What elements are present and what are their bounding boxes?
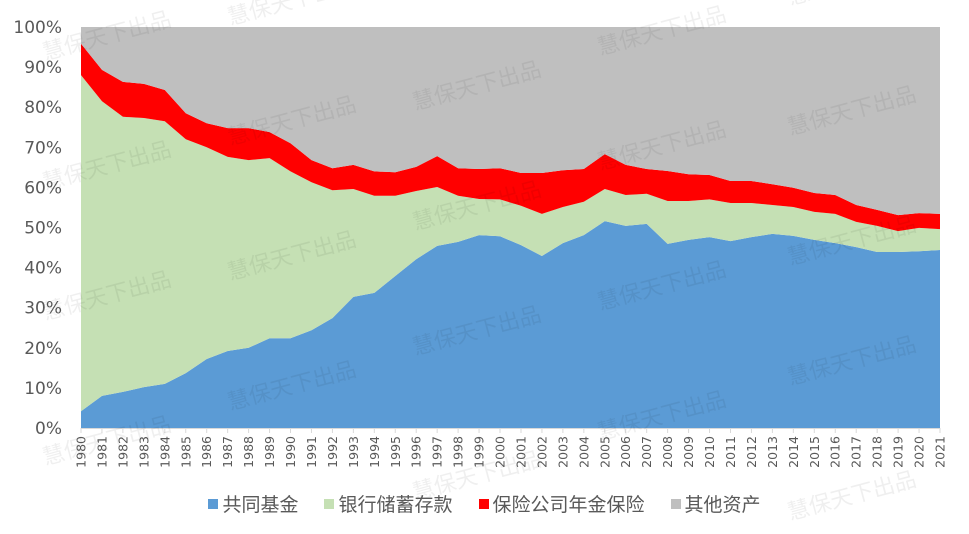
legend-swatch-icon [478, 498, 489, 509]
x-tick-label: 2020 [912, 436, 927, 468]
legend-swatch-icon [208, 498, 219, 509]
x-tick-label: 1997 [430, 436, 445, 468]
y-tick-label: 10% [24, 379, 62, 399]
x-tick-label: 2006 [618, 436, 633, 468]
legend-item-insurance-annuities: 保险公司年金保险 [478, 490, 645, 517]
x-tick-label: 1990 [283, 436, 298, 468]
legend-label: 银行储蓄存款 [338, 494, 453, 516]
y-tick-label: 80% [24, 98, 62, 118]
x-tick-label: 2017 [849, 436, 864, 468]
x-tick-label: 2001 [513, 436, 528, 468]
x-tick-label: 2004 [576, 436, 591, 468]
y-tick-label: 90% [24, 58, 62, 78]
watermark-text: 慧保天下出品 [785, 0, 919, 11]
y-tick-label: 20% [24, 339, 62, 359]
x-tick-label: 1983 [136, 436, 151, 468]
x-tick-label: 2019 [891, 436, 906, 468]
y-tick-label: 50% [24, 219, 62, 239]
x-axis: 1980 1981 1982 1983 1984 1985 1986 1987 1988 1989… [74, 428, 948, 468]
x-tick-label: 2005 [597, 436, 612, 468]
legend-swatch-icon [324, 498, 335, 509]
area-series-2 [81, 43, 940, 232]
x-tick-label: 2021 [933, 436, 948, 468]
x-tick-label: 2018 [870, 436, 885, 468]
x-tick-label: 1984 [157, 436, 172, 468]
x-tick-label: 1995 [388, 436, 403, 468]
legend-item-other-assets: 其他资产 [670, 490, 761, 517]
x-tick-label: 1992 [325, 436, 340, 468]
x-tick-label: 1993 [346, 436, 361, 468]
x-tick-label: 1987 [220, 436, 235, 468]
y-tick-label: 0% [35, 419, 62, 439]
x-tick-label: 2002 [534, 436, 549, 468]
y-axis: 0% 10% 20% 30% 40% 50% 60% 70% 80% 90% 100% [13, 18, 62, 439]
legend-label: 保险公司年金保险 [492, 494, 645, 516]
x-tick-label: 1982 [115, 436, 130, 468]
legend-item-bank-deposits: 银行储蓄存款 [324, 490, 453, 517]
x-tick-label: 2010 [702, 436, 717, 468]
y-tick-label: 70% [24, 138, 62, 158]
x-tick-label: 2003 [555, 436, 570, 468]
x-tick-label: 2015 [807, 436, 822, 468]
area-series-0 [81, 221, 940, 428]
x-tick-label: 2007 [639, 436, 654, 468]
watermark-text: 慧保天下出品 [225, 0, 359, 31]
x-tick-label: 2012 [744, 436, 759, 468]
x-tick-label: 2011 [723, 436, 738, 468]
legend-swatch-icon [670, 498, 681, 509]
chart-legend: 共同基金 银行储蓄存款 保险公司年金保险 其他资产 [0, 490, 969, 517]
x-tick-label: 1998 [451, 436, 466, 468]
y-tick-label: 100% [13, 18, 62, 38]
x-tick-label: 1994 [367, 436, 382, 468]
x-tick-label: 1999 [472, 436, 487, 468]
x-tick-label: 2014 [786, 436, 801, 468]
legend-item-mutual-funds: 共同基金 [208, 490, 298, 517]
y-tick-label: 30% [24, 299, 62, 319]
x-tick-label: 2013 [765, 436, 780, 468]
x-tick-label: 1980 [74, 436, 89, 468]
plot-area [81, 27, 940, 428]
x-tick-label: 2016 [828, 436, 843, 468]
y-tick-label: 60% [24, 178, 62, 198]
x-tick-label: 2000 [493, 436, 508, 468]
x-tick-label: 2008 [660, 436, 675, 468]
x-tick-label: 2009 [681, 436, 696, 468]
x-tick-label: 1996 [409, 436, 424, 468]
legend-label: 共同基金 [222, 494, 299, 516]
x-tick-label: 1985 [178, 436, 193, 468]
x-tick-label: 1988 [241, 436, 256, 468]
x-tick-label: 1989 [262, 436, 277, 468]
x-tick-label: 1991 [304, 436, 319, 468]
area-series-3 [81, 27, 940, 216]
x-tick-label: 1981 [94, 436, 109, 468]
legend-label: 其他资产 [684, 494, 761, 516]
x-tick-label: 1986 [199, 436, 214, 468]
area-series-1 [81, 75, 940, 412]
y-tick-label: 40% [24, 259, 62, 279]
